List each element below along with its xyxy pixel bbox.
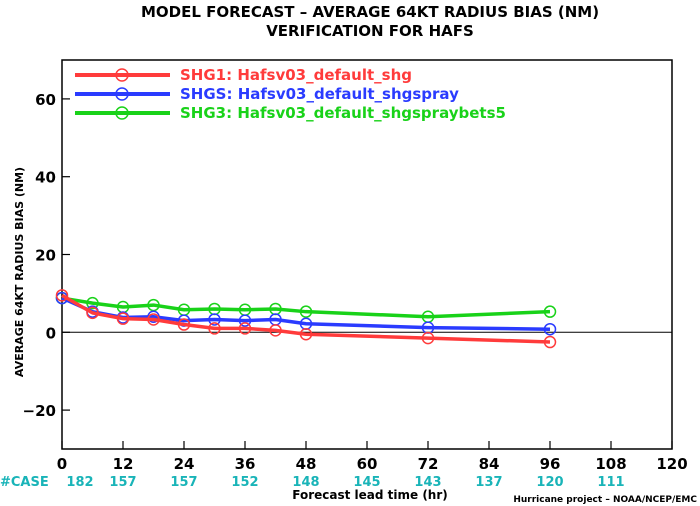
credit-text: Hurricane project – NOAA/NCEP/EMC bbox=[513, 495, 697, 505]
data-point bbox=[421, 331, 435, 345]
series-line bbox=[61, 296, 551, 319]
data-point bbox=[116, 312, 130, 325]
x-tick-label: 48 bbox=[296, 455, 317, 473]
legend-label: SHG1: Hafsv03_default_shg bbox=[180, 66, 412, 84]
case-count: 148 bbox=[292, 475, 319, 490]
data-point bbox=[208, 322, 221, 335]
series-layer bbox=[55, 289, 557, 349]
data-point bbox=[208, 313, 221, 326]
series-line bbox=[61, 293, 551, 344]
data-point bbox=[86, 306, 99, 320]
case-count: 111 bbox=[597, 475, 624, 490]
data-point bbox=[543, 305, 557, 318]
data-point bbox=[543, 322, 557, 336]
y-axis-label: AVERAGE 64KT RADIUS BIAS (NM) bbox=[13, 167, 26, 377]
data-point bbox=[177, 318, 191, 331]
x-tick-label: 96 bbox=[540, 455, 561, 473]
legend-item-3: SHG3: Hafsv03_default_shgspraybets5 bbox=[75, 104, 506, 122]
x-axis-label: Forecast lead time (hr) bbox=[292, 488, 448, 502]
data-point bbox=[543, 335, 557, 349]
legend-item-2: SHGS: Hafsv03_default_shgspray bbox=[75, 85, 459, 103]
x-tick-label: 108 bbox=[595, 455, 626, 473]
case-counts: #CASE 182 157 157 152 148 145 143 137 120 111 bbox=[0, 475, 625, 490]
legend-item-1: SHG1: Hafsv03_default_shg bbox=[75, 66, 412, 84]
data-point bbox=[299, 327, 313, 341]
data-point bbox=[238, 322, 252, 335]
data-point bbox=[55, 289, 69, 302]
case-count: 182 bbox=[66, 475, 93, 490]
x-tick-label: 72 bbox=[418, 455, 439, 473]
axis-ticks: 0 12 24 36 48 60 72 84 96 108 120 −20 0 20 40 60 bbox=[23, 91, 688, 473]
x-tick-label: 120 bbox=[656, 455, 687, 473]
legend-label: SHG3: Hafsv03_default_shgspraybets5 bbox=[180, 104, 506, 122]
y-tick-label: 0 bbox=[46, 324, 56, 342]
case-count: 157 bbox=[109, 475, 136, 490]
legend-marker bbox=[115, 87, 129, 101]
y-tick-label: 20 bbox=[35, 247, 56, 265]
x-tick-label: 60 bbox=[357, 455, 378, 473]
case-label: #CASE bbox=[0, 475, 49, 490]
legend-label: SHGS: Hafsv03_default_shgspray bbox=[180, 85, 459, 103]
x-tick-label: 0 bbox=[57, 455, 67, 473]
y-tick-label: −20 bbox=[23, 402, 56, 420]
y-tick-label: 40 bbox=[35, 169, 56, 187]
data-point bbox=[147, 313, 160, 326]
x-tick-label: 24 bbox=[174, 455, 195, 473]
x-tick-label: 84 bbox=[479, 455, 500, 473]
chart-subtitle: VERIFICATION FOR HAFS bbox=[266, 22, 474, 40]
data-point bbox=[269, 324, 282, 337]
case-count: 137 bbox=[475, 475, 502, 490]
case-count: 157 bbox=[170, 475, 197, 490]
data-point bbox=[299, 305, 313, 318]
series-1 bbox=[55, 289, 557, 349]
chart-title: MODEL FORECAST – AVERAGE 64KT RADIUS BIA… bbox=[141, 3, 599, 21]
x-tick-label: 12 bbox=[113, 455, 134, 473]
case-count: 143 bbox=[414, 475, 441, 490]
legend-marker bbox=[115, 68, 129, 82]
x-tick-label: 36 bbox=[235, 455, 256, 473]
data-point bbox=[86, 296, 99, 310]
data-point bbox=[238, 314, 252, 327]
y-tick-label: 60 bbox=[35, 91, 56, 109]
case-count: 120 bbox=[536, 475, 563, 490]
legend-marker bbox=[115, 106, 129, 120]
case-count: 145 bbox=[353, 475, 380, 490]
case-count: 152 bbox=[231, 475, 258, 490]
